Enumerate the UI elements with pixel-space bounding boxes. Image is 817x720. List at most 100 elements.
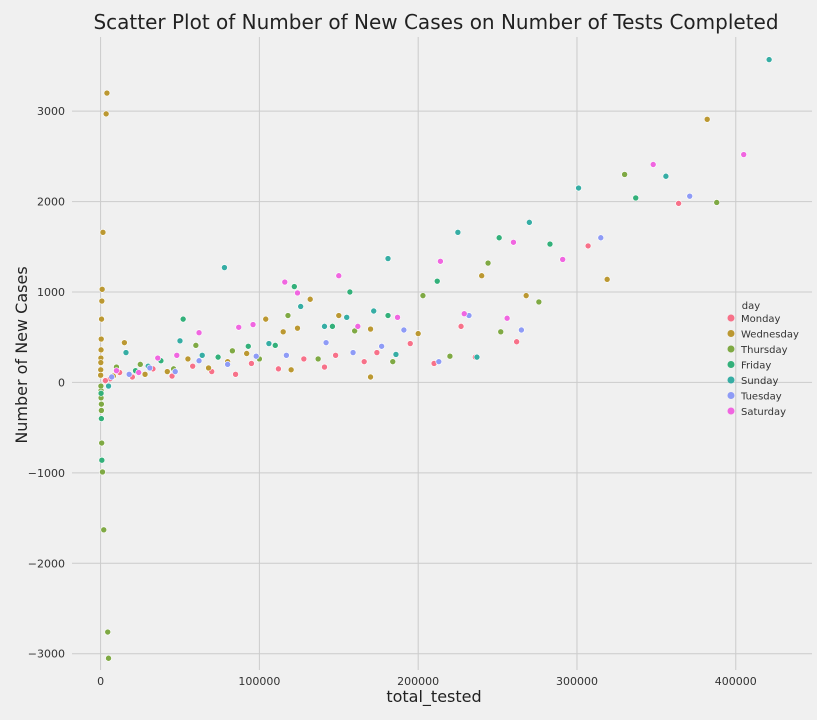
- data-point: [163, 368, 171, 375]
- legend-marker: [727, 330, 735, 337]
- series-friday: [97, 194, 640, 464]
- data-point: [414, 330, 422, 337]
- data-point: [104, 628, 112, 636]
- data-point: [367, 325, 374, 333]
- data-point: [103, 89, 111, 97]
- data-point: [392, 351, 400, 358]
- data-point: [367, 373, 374, 381]
- legend-entry: Wednesday: [741, 330, 799, 341]
- data-point: [484, 259, 492, 267]
- data-point: [675, 200, 682, 207]
- data-point: [192, 342, 200, 349]
- y-tick-label: −2000: [28, 557, 65, 570]
- data-point: [97, 359, 105, 366]
- data-point: [136, 361, 144, 368]
- y-tick-label: 0: [58, 376, 65, 389]
- data-point: [141, 370, 149, 378]
- data-point: [108, 373, 115, 381]
- y-tick-label: −3000: [28, 648, 65, 661]
- data-point: [384, 255, 392, 262]
- data-point: [102, 110, 110, 118]
- x-tick-label: 0: [97, 675, 104, 688]
- legend-title: day: [742, 301, 760, 312]
- legend: day Monday Wednesday Thursday Friday Sunday T…: [727, 301, 799, 418]
- data-point: [703, 115, 711, 123]
- data-point: [495, 234, 503, 242]
- data-point: [503, 314, 511, 322]
- data-point: [306, 295, 314, 303]
- data-point: [99, 468, 106, 476]
- data-point: [98, 297, 106, 305]
- data-point: [146, 364, 154, 372]
- y-axis-label: Number of New Cases: [12, 266, 31, 443]
- data-point: [454, 229, 462, 236]
- data-points: [97, 56, 773, 662]
- data-point: [513, 338, 520, 346]
- data-point: [559, 256, 566, 263]
- data-point: [314, 355, 322, 363]
- data-point: [265, 340, 273, 347]
- legend-marker: [727, 314, 735, 322]
- data-point: [271, 342, 279, 349]
- data-point: [400, 326, 408, 334]
- data-point: [229, 347, 236, 355]
- data-point: [189, 362, 196, 370]
- data-point: [389, 358, 397, 365]
- data-point: [346, 288, 354, 296]
- data-point: [287, 366, 295, 374]
- data-point: [284, 312, 292, 319]
- data-point: [437, 257, 444, 265]
- series-sunday: [105, 56, 773, 390]
- data-point: [98, 439, 105, 447]
- data-point: [275, 365, 282, 373]
- data-point: [406, 340, 414, 347]
- y-tick-label: −1000: [28, 467, 65, 480]
- data-point: [184, 355, 192, 363]
- data-point: [176, 337, 184, 345]
- series-tuesday: [108, 192, 694, 381]
- data-point: [97, 346, 105, 354]
- data-point: [281, 278, 289, 286]
- data-point: [122, 349, 130, 356]
- data-point: [171, 368, 179, 375]
- series-monday: [102, 200, 682, 384]
- x-tick-label: 300000: [556, 675, 598, 688]
- data-point: [248, 360, 255, 367]
- data-point: [98, 407, 105, 414]
- data-point: [535, 298, 543, 306]
- data-point: [98, 456, 106, 464]
- x-axis-label: total_tested: [386, 687, 481, 707]
- data-point: [354, 323, 362, 330]
- legend-entry: Tuesday: [740, 392, 782, 403]
- legend-marker: [727, 345, 735, 353]
- data-point: [740, 151, 748, 158]
- chart-title: Scatter Plot of Number of New Cases on N…: [93, 10, 778, 34]
- data-point: [195, 329, 203, 337]
- data-point: [244, 342, 252, 350]
- series-saturday: [113, 151, 748, 376]
- data-point: [632, 194, 640, 202]
- data-point: [113, 367, 120, 374]
- y-tick-label: 1000: [37, 286, 65, 299]
- data-point: [510, 238, 517, 246]
- data-point: [198, 352, 206, 359]
- data-point: [335, 272, 343, 280]
- data-point: [575, 184, 582, 192]
- data-point: [179, 315, 187, 323]
- data-point: [478, 272, 485, 280]
- data-point: [97, 389, 105, 397]
- x-tick-label: 200000: [397, 675, 439, 688]
- data-point: [322, 339, 330, 346]
- data-point: [349, 349, 357, 356]
- data-point: [373, 349, 381, 356]
- data-point: [546, 240, 554, 248]
- data-point: [460, 310, 468, 318]
- data-point: [279, 328, 287, 336]
- legend-marker: [727, 376, 735, 384]
- data-point: [97, 366, 105, 374]
- data-point: [98, 315, 105, 323]
- legend-marker: [727, 392, 735, 399]
- data-point: [335, 312, 343, 319]
- data-point: [522, 292, 530, 299]
